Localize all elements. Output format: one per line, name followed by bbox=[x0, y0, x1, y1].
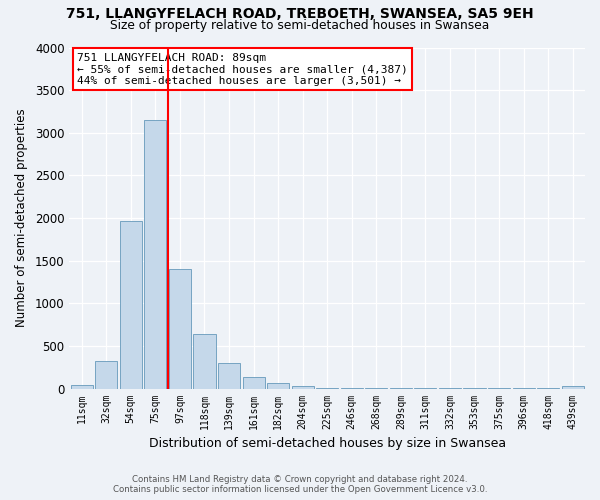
Bar bbox=[242, 377, 265, 388]
Bar bbox=[193, 334, 215, 388]
Text: Contains HM Land Registry data © Crown copyright and database right 2024.
Contai: Contains HM Land Registry data © Crown c… bbox=[113, 474, 487, 494]
Bar bbox=[71, 384, 93, 388]
Bar bbox=[145, 120, 166, 388]
Bar bbox=[292, 386, 314, 388]
Bar bbox=[267, 384, 289, 388]
Text: 751 LLANGYFELACH ROAD: 89sqm
← 55% of semi-detached houses are smaller (4,387)
4: 751 LLANGYFELACH ROAD: 89sqm ← 55% of se… bbox=[77, 52, 408, 86]
X-axis label: Distribution of semi-detached houses by size in Swansea: Distribution of semi-detached houses by … bbox=[149, 437, 506, 450]
Text: Size of property relative to semi-detached houses in Swansea: Size of property relative to semi-detach… bbox=[110, 18, 490, 32]
Y-axis label: Number of semi-detached properties: Number of semi-detached properties bbox=[15, 108, 28, 328]
Bar bbox=[120, 220, 142, 388]
Bar bbox=[169, 269, 191, 388]
Text: 751, LLANGYFELACH ROAD, TREBOETH, SWANSEA, SA5 9EH: 751, LLANGYFELACH ROAD, TREBOETH, SWANSE… bbox=[66, 8, 534, 22]
Bar bbox=[218, 363, 240, 388]
Bar bbox=[562, 386, 584, 388]
Bar bbox=[95, 362, 118, 388]
